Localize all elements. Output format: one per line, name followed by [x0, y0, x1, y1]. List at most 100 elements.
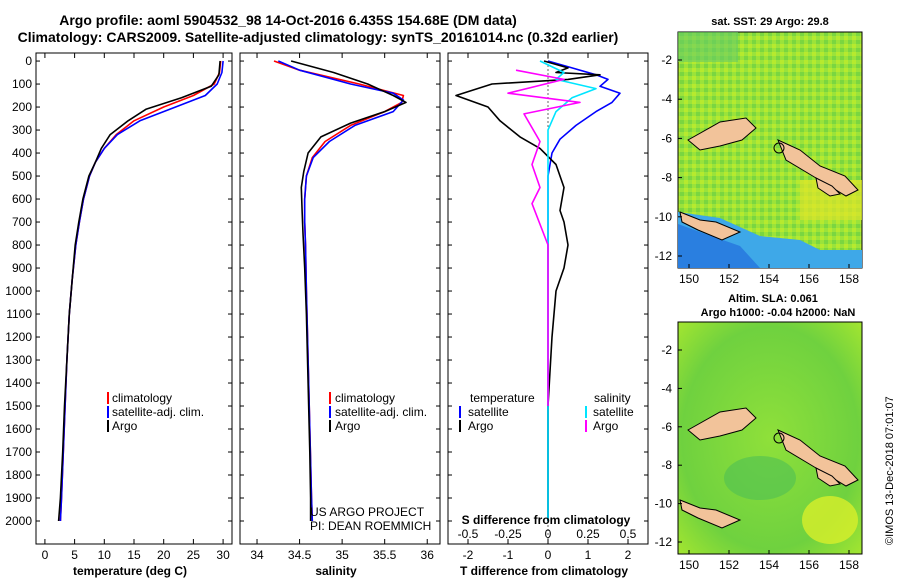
legend-label-argo: Argo	[112, 419, 138, 433]
depth-tick-label: 1600	[5, 422, 32, 436]
temperature-xlabel: temperature (deg C)	[73, 564, 187, 578]
map-x-tick-label: 158	[839, 272, 859, 286]
depth-tick-label: 1100	[6, 307, 32, 321]
map-x-tick-label: 154	[759, 558, 779, 572]
sla-map-title2: Argo h1000: -0.04 h2000: NaN	[701, 307, 856, 319]
s-diff-tick-label: 0.25	[576, 527, 600, 541]
map-x-tick-label: 156	[799, 272, 819, 286]
salinity-plot	[273, 60, 407, 522]
legend-label-t-satellite: satellite	[468, 405, 509, 419]
depth-tick-label: 200	[12, 100, 32, 114]
depth-tick-label: 2000	[5, 514, 32, 528]
series-line-s-argo	[507, 69, 581, 406]
series-line-t-satellite	[547, 60, 621, 521]
sst-land-new-britain	[687, 117, 757, 151]
temperature-panel-frame	[35, 52, 233, 545]
s-diff-tick-label: 0	[545, 527, 552, 541]
depth-tick-label: 100	[12, 77, 32, 91]
legend-label-satellite: satellite-adj. clim.	[335, 405, 427, 419]
series-line-argo	[57, 60, 221, 522]
series-line-argo	[290, 60, 407, 521]
map-x-tick-label: 150	[679, 272, 699, 286]
series-line-climatology	[59, 60, 222, 522]
temperature-x-axis: 0 5 10 15 20 25 30	[36, 53, 232, 562]
sst-land-png	[679, 211, 742, 241]
sla-land-bougainville	[777, 429, 859, 487]
sst-cool-patch	[678, 32, 738, 62]
map-y-tick-label: -6	[661, 131, 672, 145]
x-tick-label: 34.5	[288, 548, 312, 562]
salinity-x-axis: 34 34.5 35 35.5 36	[240, 53, 440, 562]
s-diff-tick-label: 0.5	[620, 527, 637, 541]
difference-x-axis: -2 -1 0 1 2	[448, 53, 648, 562]
depth-tick-label: 1000	[5, 284, 32, 298]
salinity-panel-frame	[239, 52, 441, 545]
depth-tick-label: 1500	[5, 399, 32, 413]
legend-label-satellite: satellite-adj. clim.	[112, 405, 204, 419]
x-tick-label: 2	[625, 548, 632, 562]
depth-tick-label: 1400	[5, 376, 32, 390]
x-tick-label: 36	[421, 548, 435, 562]
map-y-tick-label: -2	[661, 53, 672, 67]
depth-tick-label: 1300	[5, 353, 32, 367]
sla-map-ticks: -2 -4 -6 -8 -10 -12 150 152 154 156 158	[655, 343, 860, 572]
project-annotation: US ARGO PROJECT	[310, 505, 425, 519]
depth-tick-label: 700	[12, 215, 32, 229]
depth-tick-label: 0	[25, 54, 32, 68]
series-line-satellite-adj-clim-	[59, 60, 224, 522]
salinity-legend: climatology satellite-adj. clim. Argo US…	[310, 391, 431, 533]
sst-map-title: sat. SST: 29 Argo: 29.8	[711, 16, 829, 28]
map-x-tick-label: 152	[719, 558, 739, 572]
depth-tick-label: 800	[12, 238, 32, 252]
pi-annotation: PI: DEAN ROEMMICH	[310, 519, 431, 533]
x-tick-label: 25	[187, 548, 201, 562]
sla-map-title1: Altim. SLA: 0.061	[728, 293, 818, 305]
legend-label-s-satellite: satellite	[593, 405, 634, 419]
sla-argo-location	[773, 432, 785, 444]
map-y-tick-label: -8	[661, 171, 672, 185]
difference-xlabel: T difference from climatology	[460, 564, 628, 578]
sst-argo-location	[773, 142, 785, 154]
map-y-tick-label: -10	[655, 497, 673, 511]
map-y-tick-label: -10	[655, 210, 673, 224]
map-y-tick-label: -4	[661, 92, 672, 106]
map-x-tick-label: 156	[799, 558, 819, 572]
sla-land-island	[815, 467, 842, 487]
map-x-tick-label: 154	[759, 272, 779, 286]
sla-high-patch	[802, 496, 858, 544]
x-tick-label: 10	[98, 548, 112, 562]
depth-tick-label: 1800	[5, 468, 32, 482]
series-line-t-argo	[455, 60, 601, 521]
sst-cold-water	[678, 224, 760, 268]
s-difference-xlabel: S difference from climatology	[462, 513, 631, 527]
map-x-tick-label: 158	[839, 558, 859, 572]
series-line-satellite-adj-clim-	[277, 60, 405, 522]
s-diff-tick-label: -0.25	[494, 527, 522, 541]
map-x-tick-label: 152	[719, 272, 739, 286]
depth-tick-label: 1700	[5, 445, 32, 459]
x-tick-label: 20	[157, 548, 171, 562]
sla-land-new-britain	[687, 407, 757, 441]
legend-title-salinity: salinity	[594, 391, 631, 405]
series-line-climatology	[273, 60, 405, 522]
sla-map: Altim. SLA: 0.061 Argo h1000: -0.04 h200…	[655, 293, 863, 572]
x-tick-label: 34	[250, 548, 264, 562]
map-y-tick-label: -8	[661, 458, 672, 472]
x-tick-label: 0	[42, 548, 49, 562]
depth-tick-label: 500	[12, 169, 32, 183]
x-tick-label: 15	[127, 548, 141, 562]
x-tick-label: 35	[335, 548, 349, 562]
sst-land-island	[815, 177, 842, 197]
depth-tick-label: 1200	[5, 330, 32, 344]
depth-axis: 0 100 200 300 400 500 600 700 800 900 1000 1100 1200…	[5, 54, 32, 528]
difference-legend: temperature satellite Argo salinity sate…	[459, 391, 634, 433]
map-y-tick-label: -12	[655, 249, 673, 263]
sst-map: sat. SST: 29 Argo: 29.8 -2 -4 -6 -8 -10 -12 15…	[655, 16, 863, 286]
salinity-xlabel: salinity	[315, 564, 357, 578]
depth-tick-label: 1900	[5, 491, 32, 505]
figure-title-line1: Argo profile: aoml 5904532_98 14-Oct-201…	[59, 12, 517, 28]
x-tick-label: 1	[585, 548, 592, 562]
sst-map-ticks: -2 -4 -6 -8 -10 -12 150 152 154 156 158	[655, 53, 860, 286]
sst-land-bougainville	[777, 139, 859, 197]
